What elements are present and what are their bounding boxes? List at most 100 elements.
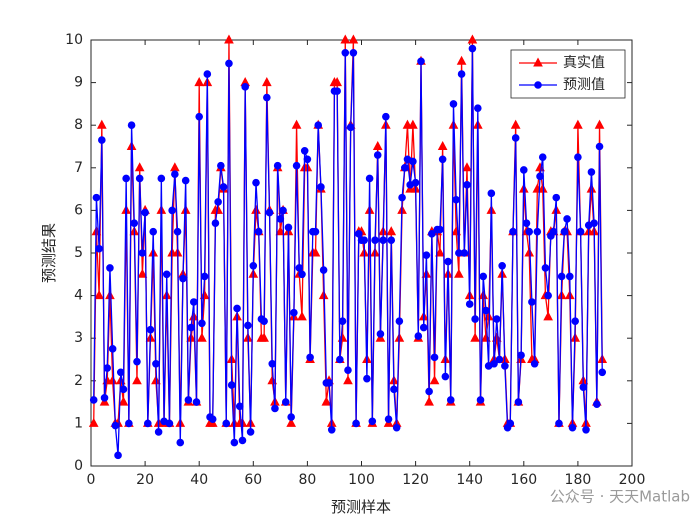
- circle-marker: [593, 400, 601, 409]
- x-tick-label: 80: [298, 472, 316, 488]
- circle-marker: [557, 272, 566, 281]
- triangle-marker: [343, 375, 353, 385]
- circle-marker: [590, 219, 598, 227]
- circle-marker: [392, 423, 401, 432]
- circle-marker: [203, 70, 212, 78]
- circle-marker: [444, 257, 452, 266]
- circle-marker: [471, 315, 479, 323]
- circle-marker: [146, 325, 155, 334]
- circle-marker: [152, 359, 160, 368]
- circle-marker: [184, 396, 193, 404]
- circle-marker: [436, 225, 444, 234]
- circle-marker: [241, 83, 249, 91]
- circle-marker: [114, 451, 122, 460]
- x-tick-label: 100: [348, 472, 375, 488]
- circle-marker: [338, 317, 347, 325]
- y-tick-label: 5: [74, 245, 83, 261]
- circle-marker: [582, 425, 590, 434]
- circle-marker: [276, 215, 285, 223]
- circle-marker: [376, 330, 385, 338]
- triangle-marker: [224, 34, 234, 44]
- circle-marker: [354, 230, 363, 238]
- circle-marker: [195, 112, 203, 121]
- triangle-marker: [543, 311, 553, 321]
- circle-marker: [474, 104, 482, 112]
- circle-marker: [549, 227, 558, 236]
- circle-marker: [235, 402, 244, 411]
- circle-marker: [368, 417, 377, 426]
- y-tick-label: 6: [74, 202, 83, 218]
- circle-marker: [555, 419, 563, 428]
- circle-marker: [98, 136, 106, 144]
- triangle-marker: [533, 57, 543, 67]
- circle-marker: [363, 374, 371, 383]
- triangle-marker: [348, 34, 359, 44]
- triangle-marker: [470, 332, 480, 342]
- circle-marker: [133, 357, 141, 366]
- circle-marker: [536, 172, 544, 181]
- circle-marker: [103, 364, 112, 372]
- circle-marker: [457, 70, 466, 78]
- series: [89, 44, 607, 460]
- circle-marker: [263, 93, 271, 102]
- circle-marker: [173, 227, 182, 236]
- circle-marker: [176, 438, 185, 447]
- circle-marker: [373, 151, 382, 159]
- circle-marker: [287, 413, 295, 421]
- circle-marker: [365, 174, 374, 183]
- circle-marker: [509, 227, 517, 236]
- circle-marker: [325, 379, 333, 387]
- circle-marker: [230, 438, 239, 447]
- circle-marker: [298, 270, 306, 279]
- triangle-marker: [259, 332, 269, 342]
- circle-marker: [217, 161, 225, 170]
- circle-marker: [211, 219, 220, 227]
- circle-marker: [233, 304, 241, 313]
- circle-marker: [306, 353, 314, 362]
- circle-marker: [441, 372, 450, 381]
- circle-marker: [327, 425, 336, 434]
- circle-marker: [225, 59, 233, 68]
- circle-marker: [530, 359, 539, 368]
- circle-marker: [168, 206, 176, 215]
- circle-marker: [544, 291, 552, 300]
- circle-marker: [92, 193, 101, 202]
- circle-marker: [487, 189, 496, 198]
- circle-marker: [360, 236, 369, 245]
- triangle-marker: [107, 375, 118, 385]
- circle-marker: [533, 227, 542, 236]
- circle-marker: [292, 161, 301, 170]
- circle-marker: [100, 394, 109, 402]
- circle-marker: [219, 183, 228, 191]
- triangle-marker: [94, 290, 104, 300]
- circle-marker: [438, 155, 447, 164]
- triangle-marker: [199, 290, 210, 300]
- circle-marker: [111, 421, 120, 430]
- circle-marker: [344, 366, 352, 374]
- x-tick-label: 160: [510, 472, 537, 488]
- circle-marker: [428, 230, 436, 238]
- triangle-marker: [456, 55, 467, 65]
- circle-marker: [568, 423, 577, 432]
- triangle-marker: [261, 77, 272, 87]
- circle-marker: [525, 227, 534, 236]
- triangle-marker: [535, 162, 545, 172]
- triangle-marker: [194, 77, 205, 87]
- circle-marker: [284, 223, 293, 232]
- triangle-marker: [105, 290, 115, 300]
- circle-marker: [463, 181, 471, 189]
- y-tick-label: 8: [74, 117, 83, 133]
- circle-marker: [387, 236, 396, 245]
- circle-marker: [135, 174, 144, 183]
- circle-marker: [446, 396, 455, 404]
- circle-marker: [89, 396, 98, 404]
- circle-marker: [141, 208, 149, 217]
- circle-marker: [238, 436, 247, 445]
- circle-marker: [179, 274, 187, 283]
- watermark: 公众号 · 天天Matlab: [550, 488, 690, 506]
- circle-marker: [300, 146, 309, 155]
- circle-marker: [106, 264, 114, 272]
- y-tick-label: 1: [74, 415, 83, 431]
